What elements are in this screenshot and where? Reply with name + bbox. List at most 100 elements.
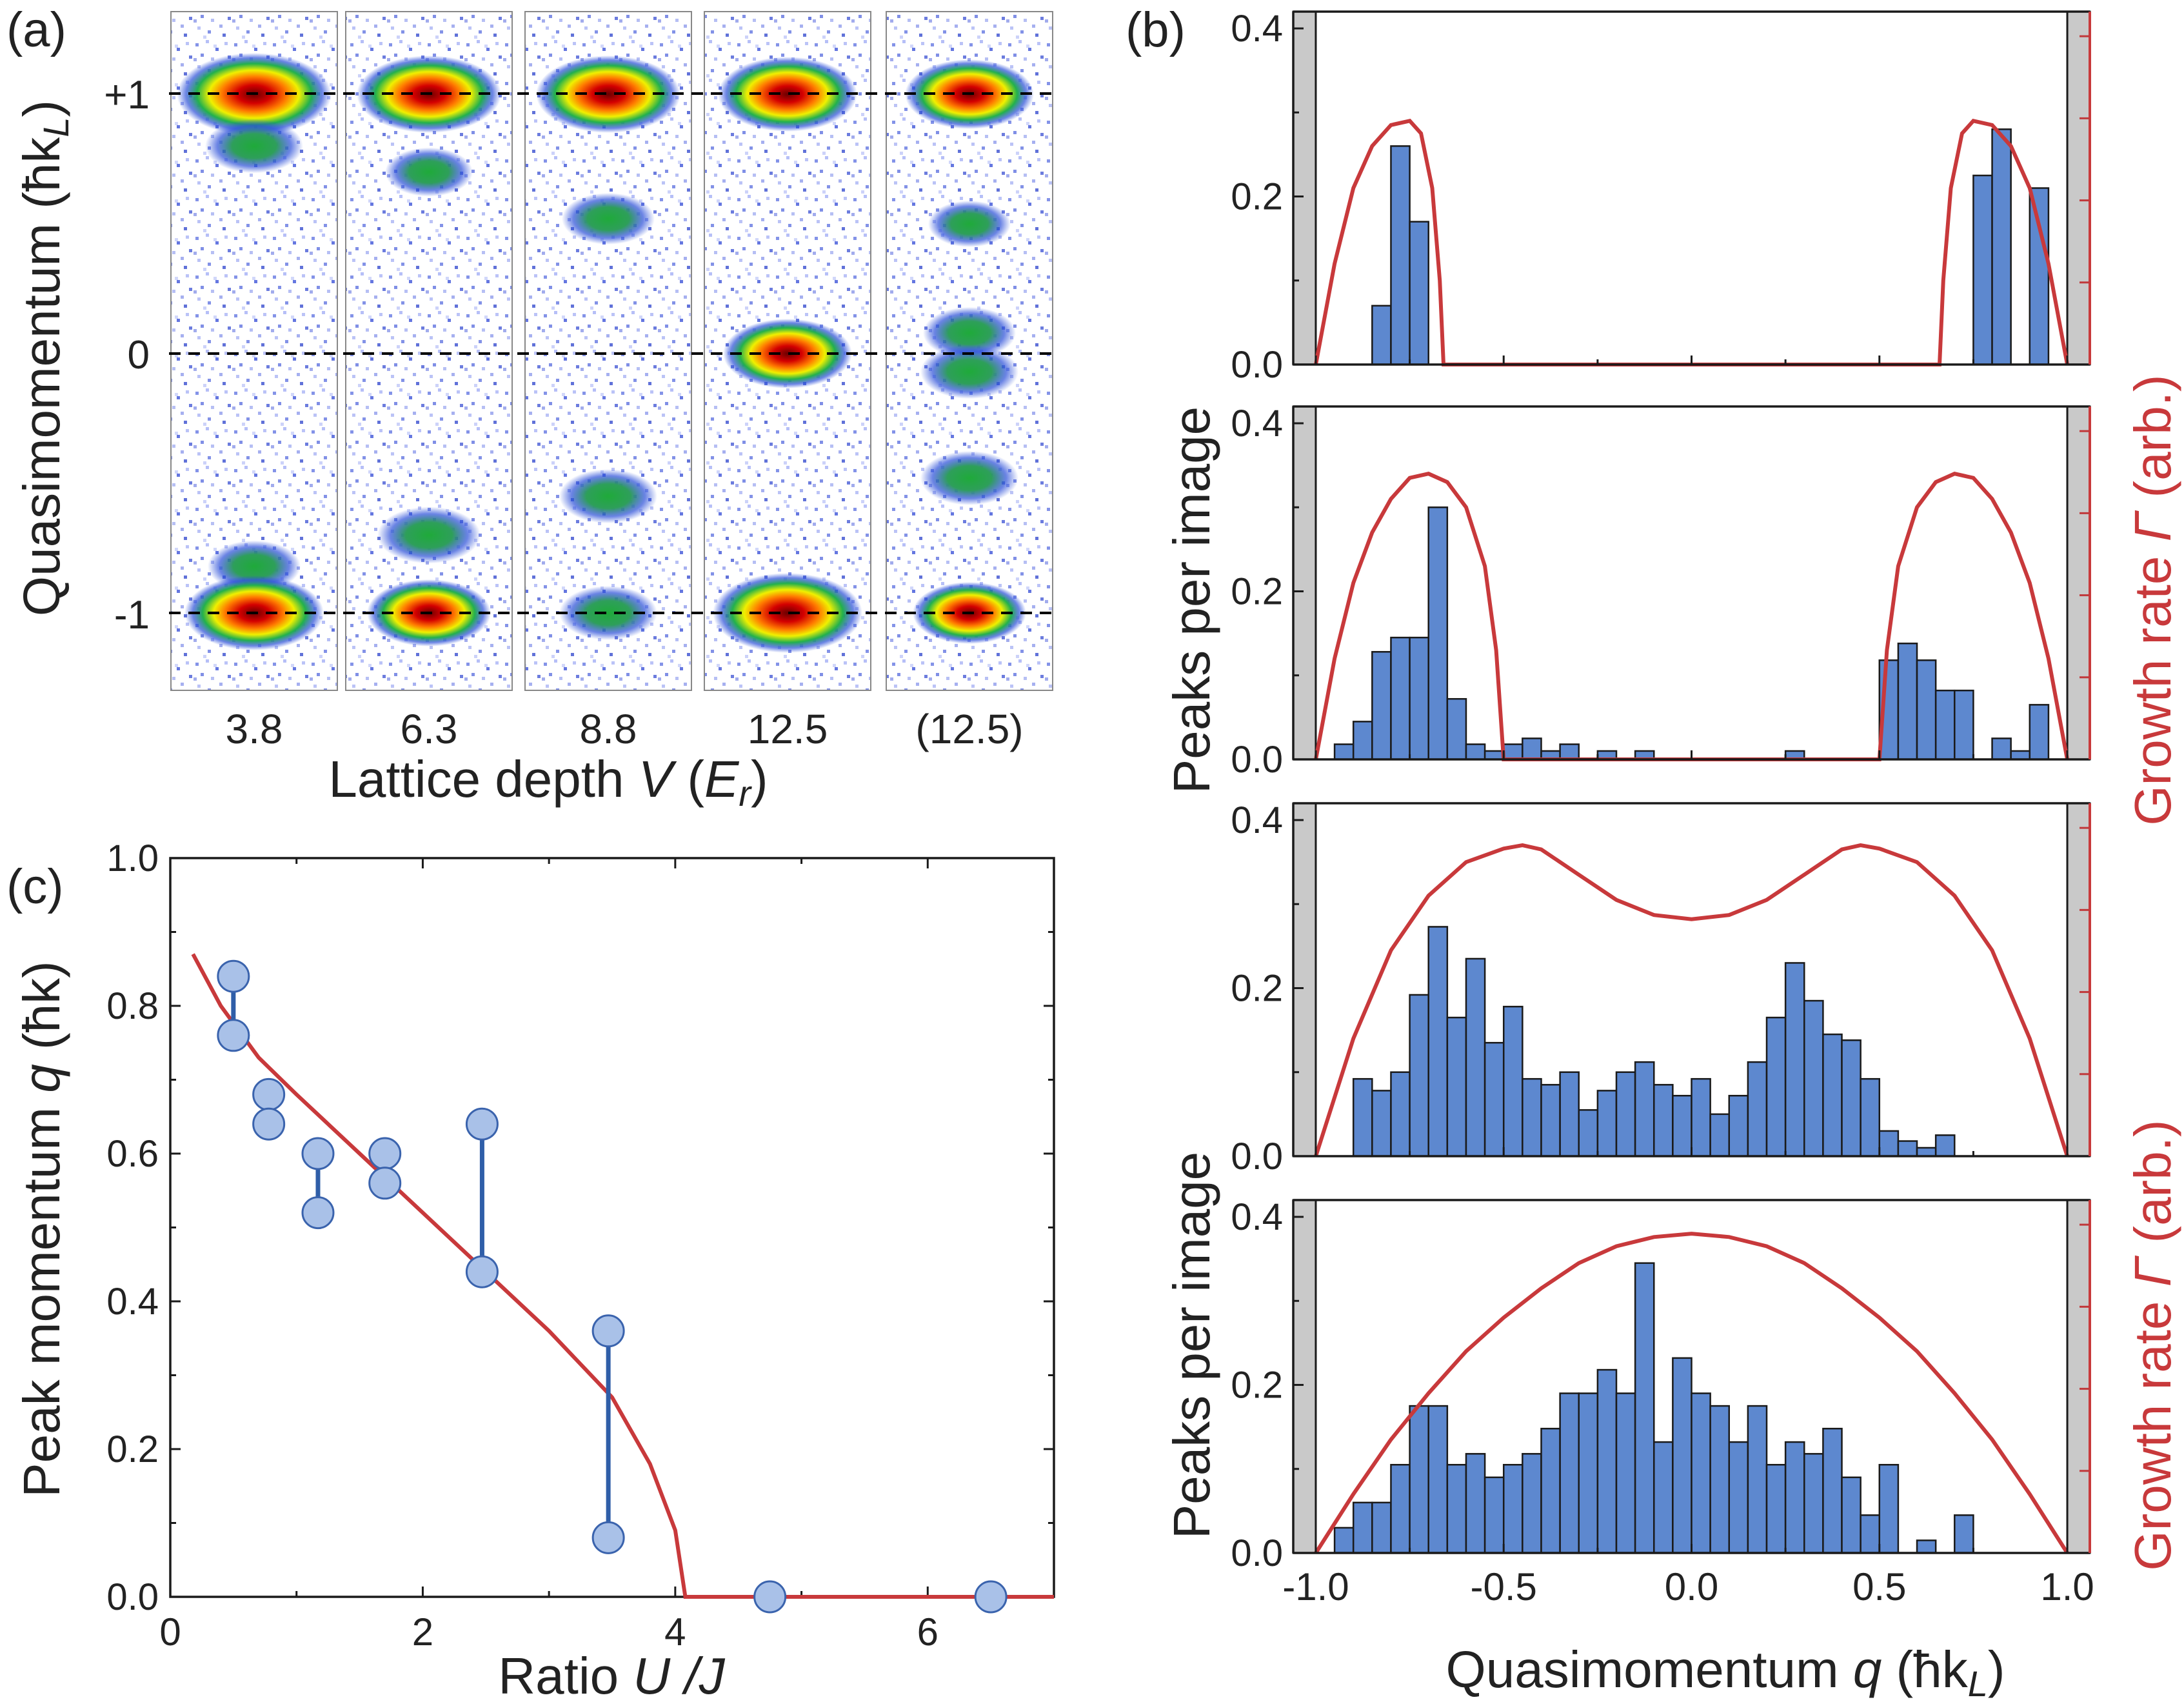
histogram-bar bbox=[1352, 1501, 1373, 1554]
histogram-bar bbox=[2010, 750, 2031, 761]
strip-depth-label: 6.3 bbox=[401, 706, 458, 752]
histogram-bar bbox=[1352, 721, 1373, 761]
histogram-bar bbox=[1333, 1527, 1355, 1554]
histogram-bar bbox=[1822, 1033, 1843, 1157]
histogram-bar bbox=[1409, 636, 1429, 761]
panel-c-plot: 0 2 4 6 0.0 0.2 0.4 0.6 0.8 1.0 bbox=[106, 837, 1055, 1654]
panel-b: (b) 0.0 0.2 0.4 0.0 0.2 0.4 Peaks per image Gro… bbox=[1126, 3, 2181, 1702]
histogram-bar bbox=[1522, 737, 1542, 761]
histogram-bar bbox=[1954, 689, 1974, 761]
histogram-bar bbox=[1540, 1084, 1561, 1157]
histogram-bar bbox=[1390, 1071, 1411, 1157]
ytick-label: 0.2 bbox=[1231, 968, 1283, 1010]
histogram-bar bbox=[1653, 1084, 1674, 1157]
histogram-bar bbox=[1841, 1476, 1861, 1554]
panel-c-xlabel: Ratio U /J bbox=[498, 1647, 725, 1702]
histogram-bar bbox=[1371, 305, 1392, 366]
histogram-bar bbox=[1465, 1453, 1486, 1554]
data-point bbox=[591, 1314, 625, 1348]
histogram-bar bbox=[1765, 1464, 1787, 1554]
ytick-label: 0.8 bbox=[106, 985, 159, 1027]
diffraction-peak bbox=[923, 306, 1016, 359]
panel-c: (c) 0 2 4 6 0.0 0.2 0.4 0.6 0.8 1.0 Ratio U /J Pe… bbox=[6, 837, 1055, 1702]
histogram-bar bbox=[1672, 1094, 1693, 1157]
excluded-region-right bbox=[2066, 10, 2091, 366]
theory-curve bbox=[191, 953, 1054, 1599]
xtick-label: 6 bbox=[917, 1610, 938, 1654]
histogram-bar bbox=[1653, 1441, 1674, 1554]
ytick-label: 0.4 bbox=[106, 1281, 159, 1323]
histogram-bar bbox=[1352, 1077, 1373, 1157]
histogram-bar bbox=[1860, 1514, 1881, 1554]
strip-depth-label: (12.5) bbox=[915, 706, 1023, 752]
panel-c-label: (c) bbox=[6, 859, 64, 914]
histogram-bar bbox=[1522, 1453, 1542, 1554]
histogram-bar bbox=[1747, 1405, 1768, 1554]
histogram-panel: 0.0 0.2 0.4 Peaks per image Growth rate Γ (a… bbox=[1163, 1119, 2181, 1574]
panel-a-reference-lines bbox=[169, 92, 1054, 614]
histogram-bar bbox=[1333, 743, 1355, 761]
panel-b-xtick-labels: -1.0 -0.5 0.0 0.5 1.0 bbox=[1282, 1565, 2094, 1608]
histogram-bar bbox=[1765, 1016, 1787, 1157]
histogram-bar bbox=[1446, 1464, 1467, 1554]
ylabel-right: Growth rate Γ (arb.) bbox=[2124, 1119, 2181, 1570]
data-point bbox=[591, 1521, 625, 1554]
histogram-bar bbox=[1390, 1464, 1411, 1554]
histogram-bar bbox=[1427, 926, 1449, 1157]
xtick-label: 0 bbox=[159, 1610, 181, 1654]
histogram-bar bbox=[1803, 1453, 1824, 1554]
histogram-bar bbox=[1897, 643, 1918, 761]
diffraction-peak bbox=[718, 57, 857, 132]
histogram-bar bbox=[1841, 1039, 1861, 1157]
strip-image bbox=[345, 11, 513, 691]
histogram-bar bbox=[1916, 1146, 1937, 1157]
histogram-bar bbox=[1371, 1090, 1392, 1157]
ytick-label: 0.4 bbox=[1231, 8, 1283, 50]
lattice-strip: 6.3 bbox=[345, 11, 513, 752]
panel-a-ylabel: Quasimomentum (ħkL) bbox=[13, 100, 76, 616]
histogram-bar bbox=[1390, 636, 1411, 761]
ytick-label: 0.2 bbox=[1231, 1365, 1283, 1407]
excluded-region-right bbox=[2066, 405, 2091, 761]
histogram-bar bbox=[1559, 743, 1580, 761]
histogram-bar bbox=[1972, 174, 1993, 366]
ytick-label: 0.4 bbox=[1231, 1196, 1283, 1238]
xtick-label: 4 bbox=[664, 1610, 686, 1654]
data-point bbox=[252, 1077, 286, 1111]
panel-a-yticks: +1 0 -1 bbox=[104, 73, 150, 637]
lattice-strip: 12.5 bbox=[704, 11, 871, 752]
histogram-bar bbox=[1934, 689, 1956, 761]
excluded-region-right bbox=[2066, 802, 2091, 1157]
histogram-bar bbox=[1709, 1405, 1731, 1554]
histogram-bar bbox=[1502, 743, 1524, 761]
histogram-bar bbox=[1502, 1005, 1524, 1157]
histogram-bar bbox=[1709, 1113, 1731, 1157]
diffraction-peak bbox=[377, 506, 481, 564]
plot-frame bbox=[169, 857, 1055, 1598]
histogram-bar bbox=[1409, 1405, 1429, 1554]
histogram-bar bbox=[1465, 743, 1486, 761]
histogram-bar bbox=[1728, 1094, 1749, 1157]
histogram-bar bbox=[1916, 659, 1937, 761]
histogram-bar bbox=[1559, 1392, 1580, 1554]
data-point bbox=[217, 1019, 250, 1052]
lattice-strip: 3.8 bbox=[170, 11, 338, 752]
histogram-bar bbox=[1878, 1130, 1900, 1157]
histogram-bar bbox=[1465, 957, 1486, 1157]
strip-depth-label: 3.8 bbox=[226, 706, 283, 752]
histogram-bar bbox=[1954, 1514, 1974, 1554]
ytick-label: 0.2 bbox=[1231, 571, 1283, 613]
histogram-bar bbox=[1822, 1427, 1843, 1554]
ytick-label: 1.0 bbox=[106, 837, 159, 879]
diffraction-peak bbox=[928, 201, 1011, 247]
histogram-bar bbox=[1934, 1134, 1956, 1157]
histogram-panel: 0.0 0.2 0.4 bbox=[1231, 8, 2091, 386]
excluded-region-left bbox=[1292, 1199, 1317, 1554]
ytick-label: 0.0 bbox=[1231, 1532, 1283, 1574]
panel-a-ytick-0: 0 bbox=[128, 333, 150, 377]
histogram-bar bbox=[1784, 962, 1805, 1157]
strip-depth-label: 8.8 bbox=[580, 706, 637, 752]
histogram-panel: 0.0 0.2 0.4 bbox=[1231, 799, 2091, 1177]
data-point bbox=[368, 1166, 402, 1200]
histogram-bar bbox=[1897, 1140, 1918, 1157]
